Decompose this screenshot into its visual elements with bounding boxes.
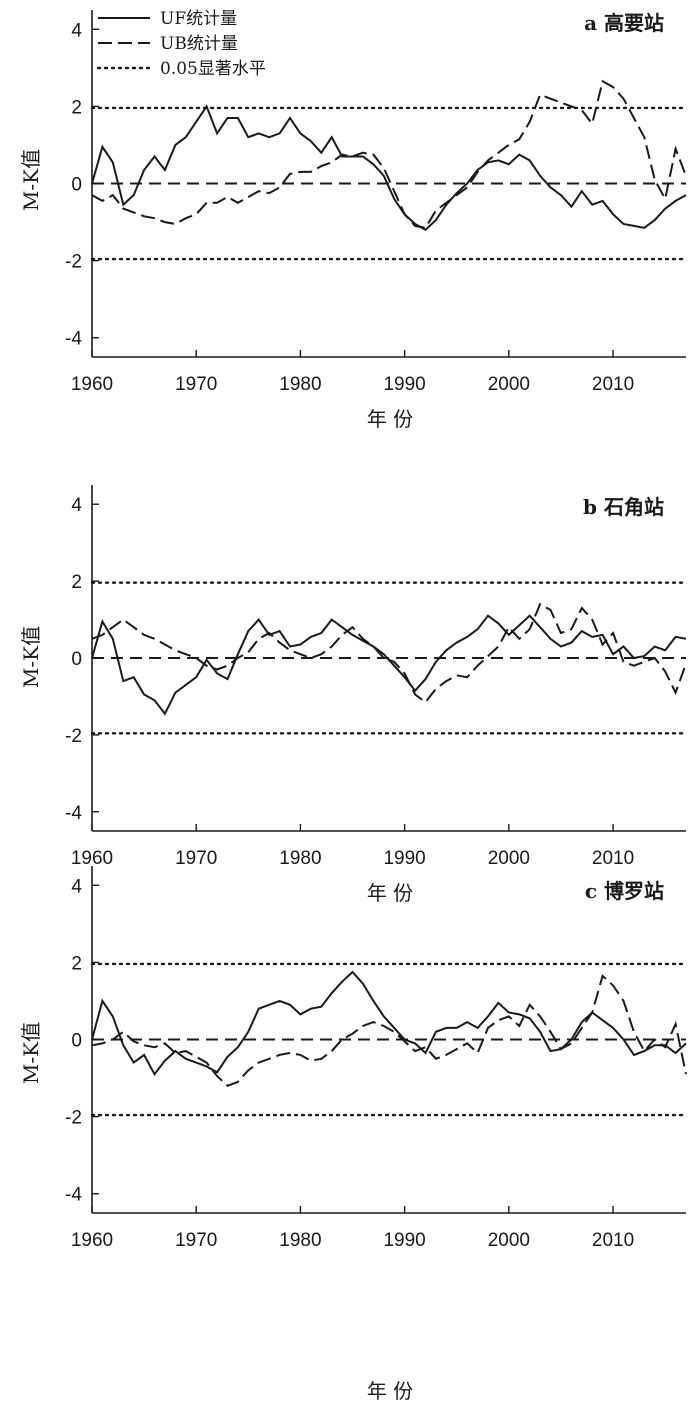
y-tick-label: 2	[71, 97, 82, 118]
y-tick-label: 0	[71, 1031, 82, 1052]
x-tick-label: 1970	[175, 848, 217, 869]
series-ub-line	[91, 974, 687, 1087]
y-axis-title: M-K值	[19, 626, 43, 688]
y-tick-label: 2	[71, 953, 82, 974]
y-tick-label: -2	[65, 726, 82, 747]
panel-b: b 石角站 M-K值 年 份 -4 -2 0 2 4 1960 1970 1980 1990 20…	[19, 485, 688, 905]
x-tick-label: 2010	[592, 374, 634, 395]
y-axis-title: M-K值	[19, 1022, 43, 1084]
x-tick-label: 1970	[175, 374, 217, 395]
legend-label-uf: UF统计量	[160, 9, 237, 29]
y-tick-label: 4	[71, 876, 82, 897]
y-tick-label: 4	[71, 495, 82, 516]
series-uf-line	[91, 104, 687, 232]
series-ub-line	[91, 79, 687, 229]
x-tick-label: 2010	[592, 848, 634, 869]
x-tick-label: 1960	[71, 1230, 113, 1251]
series-uf-line	[91, 970, 687, 1077]
y-tick-label: 0	[71, 649, 82, 670]
panel-title: b 石角站	[583, 495, 664, 519]
x-axis-title: 年 份	[367, 1379, 413, 1403]
series-ub-line	[91, 602, 687, 704]
x-tick-label: 2000	[488, 374, 530, 395]
x-tick-label: 1990	[383, 374, 425, 395]
panel-title: a 高要站	[584, 11, 664, 35]
x-tick-label: 2000	[488, 1230, 530, 1251]
panel-a: a 高要站 M-K值 年 份 UF统计量 UB统计量 0.05显著水平 -4 -2…	[19, 9, 688, 431]
x-tick-label: 2010	[592, 1230, 634, 1251]
x-axis-title: 年 份	[367, 881, 413, 905]
x-tick-label: 1990	[383, 1230, 425, 1251]
y-tick-label: -2	[65, 1108, 82, 1129]
x-tick-label: 1980	[279, 374, 321, 395]
x-tick-label: 1960	[71, 374, 113, 395]
y-tick-label: 2	[71, 572, 82, 593]
y-tick-label: -4	[65, 1185, 82, 1206]
x-axis-title: 年 份	[367, 407, 413, 431]
legend-label-ub: UB统计量	[160, 34, 238, 54]
x-tick-label: 2000	[488, 848, 530, 869]
x-tick-label: 1960	[71, 848, 113, 869]
y-tick-label: 0	[71, 175, 82, 196]
y-tick-label: 4	[71, 20, 82, 41]
legend: UF统计量 UB统计量 0.05显著水平	[96, 9, 266, 79]
panel-c: c 博罗站 M-K值 年 份 -4 -2 0 2 4 1960 1970 1980 1990 20…	[19, 866, 688, 1403]
panel-title: c 博罗站	[585, 879, 664, 903]
y-tick-label: -4	[65, 803, 82, 824]
y-axis-title: M-K值	[19, 149, 43, 211]
x-tick-label: 1990	[383, 848, 425, 869]
x-tick-label: 1980	[279, 848, 321, 869]
legend-label-sig: 0.05显著水平	[160, 59, 266, 79]
y-tick-label: -2	[65, 252, 82, 273]
x-tick-label: 1980	[279, 1230, 321, 1251]
y-tick-label: -4	[65, 329, 82, 350]
x-tick-label: 1970	[175, 1230, 217, 1251]
